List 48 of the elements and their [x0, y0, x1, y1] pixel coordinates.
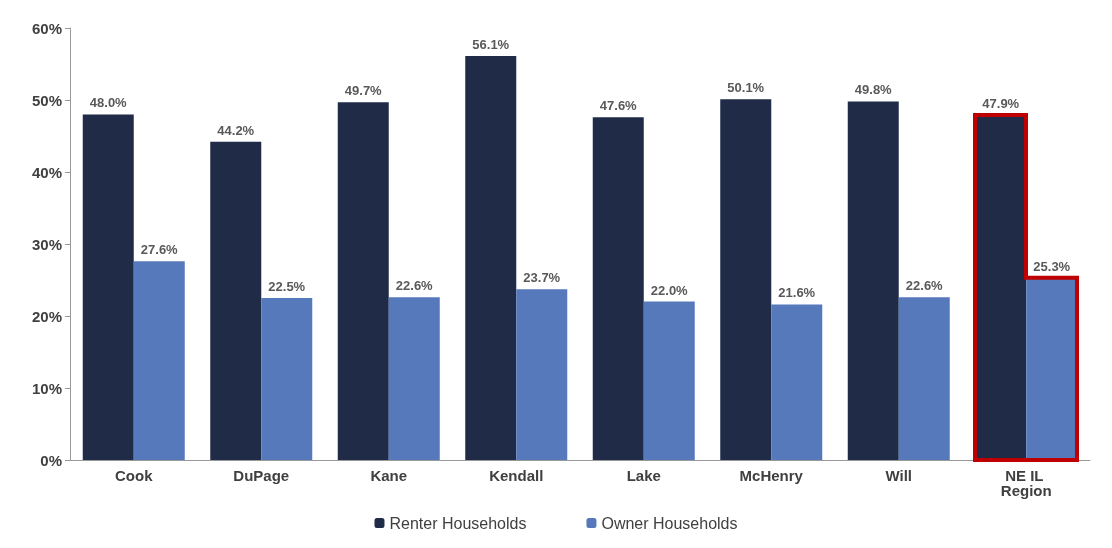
x-tick-label: Will: [885, 467, 913, 484]
data-label: 22.6%: [905, 278, 944, 294]
bar: [720, 99, 772, 460]
bar: [847, 101, 899, 460]
y-tick-label: 50%: [31, 91, 62, 109]
bar: [388, 297, 440, 460]
y-tick-label: 40%: [31, 163, 62, 181]
x-tick-label: Kane: [370, 467, 408, 484]
bar: [1026, 277, 1078, 460]
bar: [82, 114, 134, 460]
data-label: 22.5%: [268, 279, 306, 294]
data-label: 27.6%: [140, 242, 179, 258]
bar: [337, 102, 389, 460]
y-tick-label: 60%: [31, 19, 62, 37]
x-tick-label: Lake: [626, 467, 661, 484]
data-label: 49.8%: [854, 82, 893, 98]
y-tick-label: 20%: [31, 307, 62, 325]
y-tick-label: 10%: [31, 379, 62, 397]
x-tick-label: NE IL Region: [1000, 467, 1052, 499]
data-label: 22.0%: [650, 282, 689, 298]
bar: [771, 304, 823, 460]
data-label: 47.6%: [599, 98, 638, 114]
x-tick-label: DuPage: [233, 467, 290, 484]
data-label: 48.0%: [89, 95, 128, 111]
bar: [898, 297, 950, 460]
bar: [592, 117, 644, 460]
data-label: 49.7%: [344, 83, 383, 99]
bar: [210, 141, 262, 460]
x-tick-label: Kendall: [489, 467, 544, 484]
data-label: 22.6%: [395, 278, 434, 294]
bar: [261, 298, 313, 460]
data-label: 21.6%: [778, 285, 816, 301]
bar: [516, 289, 568, 460]
x-tick-label: Cook: [115, 467, 154, 484]
data-label: 23.7%: [523, 270, 561, 286]
data-label: 56.1%: [472, 37, 510, 53]
legend-label: Owner Households: [601, 514, 738, 532]
data-label: 25.3%: [1033, 258, 1071, 274]
bar: [465, 56, 517, 460]
y-tick-label: 0%: [40, 451, 62, 469]
bar: [643, 301, 695, 460]
data-label: 50.1%: [727, 80, 765, 96]
y-tick-label: 30%: [31, 235, 62, 253]
legend-label: Renter Households: [389, 514, 527, 532]
data-label: 47.9%: [982, 96, 1020, 112]
bar: [133, 261, 185, 460]
data-label: 44.2%: [217, 122, 255, 138]
x-tick-label: McHenry: [739, 467, 804, 484]
